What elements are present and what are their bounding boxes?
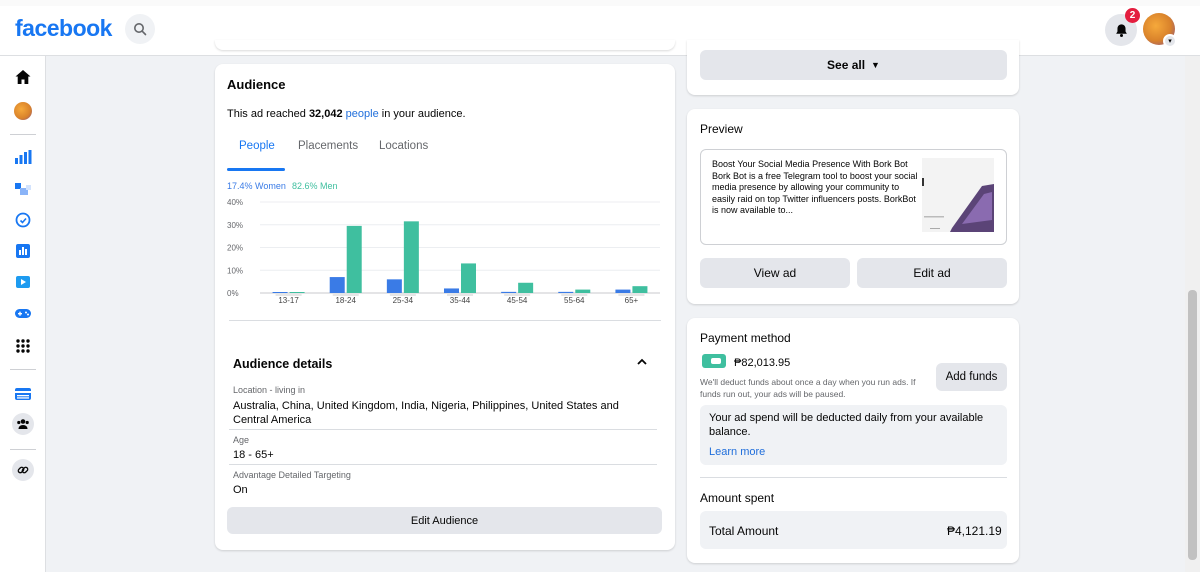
age-label: Age — [233, 435, 250, 445]
men-bar — [518, 282, 534, 293]
view-ad-button[interactable]: View ad — [700, 258, 850, 288]
ad-preview-image — [922, 158, 994, 232]
audience-card — [215, 64, 675, 550]
search-button[interactable] — [125, 14, 155, 44]
edit-ad-button[interactable]: Edit ad — [857, 258, 1007, 288]
people-link[interactable]: people — [345, 108, 379, 120]
targeting-label: Advantage Detailed Targeting — [233, 470, 351, 480]
detail-divider — [229, 429, 657, 430]
audience-details-title: Audience details — [233, 357, 333, 371]
payment-note: We'll deduct funds about once a day when… — [700, 377, 916, 399]
x-tick-label: 18-24 — [335, 296, 356, 305]
age-gender-bar-chart: 0% 10% 20% 30% 40% 13-17 18-24 25-34 35-44 45-54 5… — [227, 198, 660, 305]
reach-suffix: in your audience. — [378, 108, 466, 120]
reach-prefix: This ad reached — [227, 108, 309, 120]
active-tab-indicator — [227, 168, 285, 171]
women-bar — [444, 288, 459, 293]
men-bar — [403, 221, 419, 293]
ad-spend-info: Your ad spend will be deducted daily fro… — [709, 412, 984, 438]
x-tick-label: 25-34 — [393, 296, 414, 305]
x-tick-label: 45-54 — [507, 296, 528, 305]
wallet-icon — [702, 354, 726, 368]
edit-audience-button[interactable]: Edit Audience — [227, 507, 662, 534]
women-bar — [272, 292, 288, 293]
account-balance: ₱82,013.95 — [734, 357, 791, 369]
women-bar — [558, 291, 574, 293]
women-bar — [501, 291, 517, 293]
payment-divider — [700, 477, 1007, 478]
men-bar — [346, 225, 362, 293]
men-bar — [632, 286, 648, 293]
x-tick-label: 55-64 — [564, 296, 585, 305]
women-bar — [615, 289, 631, 293]
y-tick-label: 40% — [227, 198, 243, 207]
detail-divider — [229, 464, 657, 465]
profile-icon[interactable] — [12, 100, 34, 122]
section-divider — [229, 320, 661, 321]
learn-more-link[interactable]: Learn more — [709, 446, 766, 458]
tab-people[interactable]: People — [239, 140, 275, 152]
ads-manager-icon[interactable] — [12, 146, 34, 168]
apps-icon[interactable] — [12, 335, 34, 357]
notifications-button[interactable] — [1105, 14, 1137, 46]
men-bar — [575, 289, 591, 293]
total-amount-value: ₱4,121.19 — [947, 524, 1002, 538]
scrollbar-thumb[interactable] — [1188, 290, 1197, 560]
men-bar — [289, 292, 305, 293]
preview-title: Preview — [700, 122, 743, 136]
location-value: Australia, China, United Kingdom, India,… — [233, 400, 619, 426]
see-all-button[interactable]: See all ▼ — [700, 50, 1007, 80]
search-icon — [134, 23, 147, 36]
ad-preview-text: Boost Your Social Media Presence With Bo… — [712, 159, 918, 215]
x-tick-label: 65+ — [625, 296, 639, 305]
chevron-down-icon[interactable]: ▾ — [1163, 34, 1177, 48]
video-icon[interactable] — [12, 271, 34, 293]
previous-card-bottom — [215, 40, 675, 50]
age-value: 18 - 65+ — [233, 449, 274, 461]
reach-count: 32,042 — [308, 108, 343, 120]
groups-icon[interactable] — [12, 413, 34, 435]
payment-method-title: Payment method — [700, 331, 791, 345]
audience-icon[interactable] — [12, 178, 34, 200]
link-icon[interactable] — [12, 459, 34, 481]
location-label: Location - living in — [233, 385, 306, 395]
targeting-value: On — [233, 484, 248, 496]
marketplace-icon[interactable] — [12, 383, 34, 405]
total-amount-box — [700, 511, 1007, 549]
x-tick-label: 13-17 — [278, 296, 299, 305]
insights-icon[interactable] — [12, 240, 34, 262]
women-bar — [329, 277, 345, 293]
x-tick-label: 35-44 — [450, 296, 471, 305]
reach-summary: This ad reached 32,042 people in your au… — [227, 108, 466, 120]
amount-spent-title: Amount spent — [700, 491, 775, 505]
gaming-icon[interactable] — [12, 302, 34, 324]
men-percentage: 82.6% Men — [292, 181, 338, 191]
y-tick-label: 0% — [227, 289, 239, 298]
home-icon[interactable] — [12, 66, 34, 88]
add-funds-button[interactable]: Add funds — [936, 363, 1007, 391]
y-tick-label: 20% — [227, 244, 243, 253]
men-bar — [461, 263, 476, 293]
chevron-up-icon[interactable] — [636, 357, 648, 370]
women-bar — [386, 279, 402, 293]
notification-count-badge: 2 — [1125, 8, 1140, 23]
rail-divider — [10, 449, 36, 450]
tab-locations[interactable]: Locations — [379, 140, 429, 152]
left-navigation-rail — [0, 56, 46, 572]
women-percentage: 17.4% Women — [227, 181, 286, 191]
ad-spend-info-box — [700, 405, 1007, 465]
rail-divider — [10, 369, 36, 370]
facebook-logo[interactable]: facebook — [15, 15, 112, 41]
tab-placements[interactable]: Placements — [298, 140, 359, 152]
chevron-down-icon: ▼ — [871, 60, 880, 70]
audience-title: Audience — [227, 77, 286, 92]
see-all-label: See all — [827, 58, 866, 72]
total-amount-label: Total Amount — [709, 524, 779, 538]
bell-icon — [1115, 23, 1127, 37]
meta-business-icon[interactable] — [12, 209, 34, 231]
y-tick-label: 10% — [227, 266, 243, 275]
rail-divider — [10, 134, 36, 135]
y-tick-label: 30% — [227, 221, 243, 230]
